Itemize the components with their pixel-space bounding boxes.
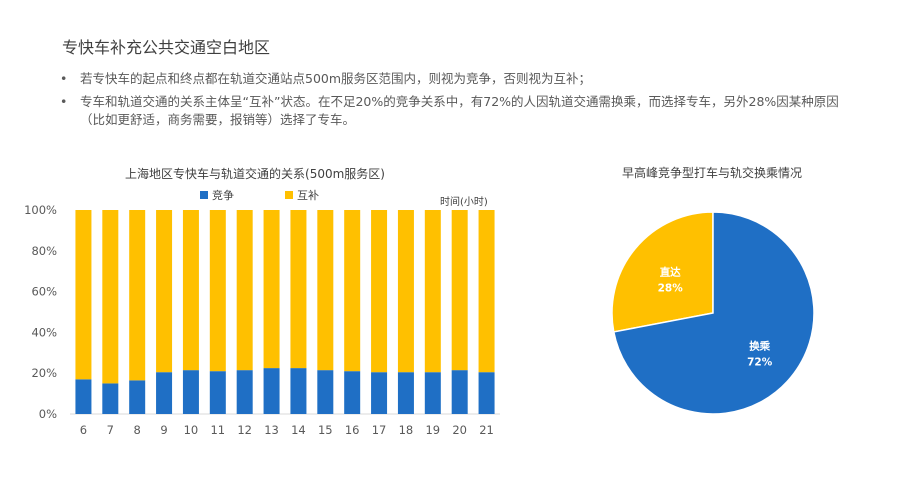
x-tick-label: 20 bbox=[452, 423, 467, 437]
pie-chart: 早高峰竞争型打车与轨交换乘情况 直达 28% 换乘 72% bbox=[611, 165, 815, 415]
y-tick-label: 60% bbox=[31, 285, 57, 299]
x-tick-label: 9 bbox=[160, 423, 167, 437]
legend-swatch-complement bbox=[285, 191, 293, 199]
pie-marks: 直达 28% 换乘 72% bbox=[611, 211, 815, 415]
bar-segment-complement bbox=[478, 210, 495, 373]
bar-segment-complement bbox=[397, 210, 414, 373]
y-tick-label: 80% bbox=[31, 244, 57, 258]
bar-segment-competition bbox=[371, 372, 388, 414]
x-tick-label: 16 bbox=[345, 423, 360, 437]
bar-segment-competition bbox=[182, 370, 199, 414]
bar-segment-competition bbox=[451, 370, 468, 414]
pie-chart-title: 早高峰竞争型打车与轨交换乘情况 bbox=[622, 165, 802, 180]
bar-segment-complement bbox=[102, 210, 119, 384]
bar-segment-complement bbox=[182, 210, 199, 371]
pie-slice-label: 直达 bbox=[660, 266, 681, 279]
x-tick-label: 11 bbox=[210, 423, 225, 437]
y-tick-label: 0% bbox=[39, 407, 57, 421]
y-tick-label: 40% bbox=[31, 325, 57, 339]
stacked-bar-chart: 上海地区专快车与轨道交通的关系(500m服务区) 竞争 互补 时间(小时) 0%… bbox=[24, 166, 500, 437]
bullet-item: • 若专快车的起点和终点都在轨道交通站点500m服务区范围内，则视为竞争，否则视… bbox=[58, 70, 858, 88]
pie-slice-value: 72% bbox=[747, 357, 773, 369]
pie-slice-transfer bbox=[612, 211, 815, 415]
bar-segment-competition bbox=[317, 370, 334, 414]
bar-segment-competition bbox=[263, 368, 280, 414]
bar-segment-competition bbox=[344, 371, 361, 414]
pie-slice-label: 换乘 bbox=[749, 340, 770, 353]
y-tick-label: 100% bbox=[24, 203, 57, 217]
slide-title: 专快车补充公共交通空白地区 bbox=[62, 38, 271, 57]
x-tick-label: 14 bbox=[291, 423, 306, 437]
bar-segment-competition bbox=[397, 372, 414, 414]
bar-marks: 0% 20% 40% 60% 80% 100% 6 7 8 9 10 11 12 13 14 15 16 17 18… bbox=[24, 203, 500, 437]
bar-segment-complement bbox=[371, 210, 388, 373]
bar-segment-competition bbox=[102, 383, 119, 414]
bar-segment-complement bbox=[424, 210, 441, 373]
bar-segment-competition bbox=[75, 379, 92, 414]
bar-segment-competition bbox=[478, 372, 495, 414]
x-tick-label: 21 bbox=[479, 423, 494, 437]
bar-segment-competition bbox=[290, 368, 307, 414]
bar-segment-complement bbox=[129, 210, 146, 381]
bar-segment-complement bbox=[156, 210, 173, 373]
legend-label-complement: 互补 bbox=[297, 189, 319, 202]
bullet-dot: • bbox=[60, 94, 68, 109]
x-tick-label: 7 bbox=[107, 423, 114, 437]
bar-segment-complement bbox=[236, 210, 253, 371]
bar-segment-complement bbox=[75, 210, 92, 380]
bar-segment-competition bbox=[129, 380, 146, 414]
x-tick-label: 8 bbox=[134, 423, 141, 437]
bar-segment-complement bbox=[344, 210, 361, 372]
bar-segment-competition bbox=[236, 370, 253, 414]
legend-swatch-competition bbox=[200, 191, 208, 199]
x-tick-label: 18 bbox=[399, 423, 414, 437]
x-tick-label: 15 bbox=[318, 423, 333, 437]
x-tick-label: 12 bbox=[237, 423, 252, 437]
x-tick-label: 10 bbox=[184, 423, 199, 437]
bullet-list: • 若专快车的起点和终点都在轨道交通站点500m服务区范围内，则视为竞争，否则视… bbox=[58, 70, 858, 134]
x-tick-label: 13 bbox=[264, 423, 279, 437]
bar-segment-complement bbox=[317, 210, 334, 371]
bullet-dot: • bbox=[60, 71, 68, 86]
x-tick-label: 6 bbox=[80, 423, 87, 437]
bullet-item: • 专车和轨道交通的关系主体呈“互补”状态。在不足20%的竞争关系中，有72%的… bbox=[58, 93, 858, 129]
x-axis-title: 时间(小时) bbox=[440, 195, 488, 208]
x-tick-label: 19 bbox=[425, 423, 440, 437]
bar-segment-competition bbox=[209, 371, 226, 414]
pie-slice-value: 28% bbox=[658, 283, 684, 295]
bar-segment-competition bbox=[424, 372, 441, 414]
bar-segment-competition bbox=[156, 372, 173, 414]
bullet-text: 若专快车的起点和终点都在轨道交通站点500m服务区范围内，则视为竞争，否则视为互… bbox=[80, 71, 592, 86]
bar-segment-complement bbox=[209, 210, 226, 372]
pie-slice-direct bbox=[611, 211, 714, 333]
bullet-text: 专车和轨道交通的关系主体呈“互补”状态。在不足20%的竞争关系中，有72%的人因… bbox=[80, 94, 839, 127]
y-tick-label: 20% bbox=[31, 366, 57, 380]
x-tick-label: 17 bbox=[372, 423, 387, 437]
bar-segment-complement bbox=[451, 210, 468, 371]
bar-segment-complement bbox=[290, 210, 307, 369]
bar-chart-title: 上海地区专快车与轨道交通的关系(500m服务区) bbox=[125, 166, 385, 181]
bar-segment-complement bbox=[263, 210, 280, 369]
legend-label-competition: 竞争 bbox=[212, 188, 234, 202]
